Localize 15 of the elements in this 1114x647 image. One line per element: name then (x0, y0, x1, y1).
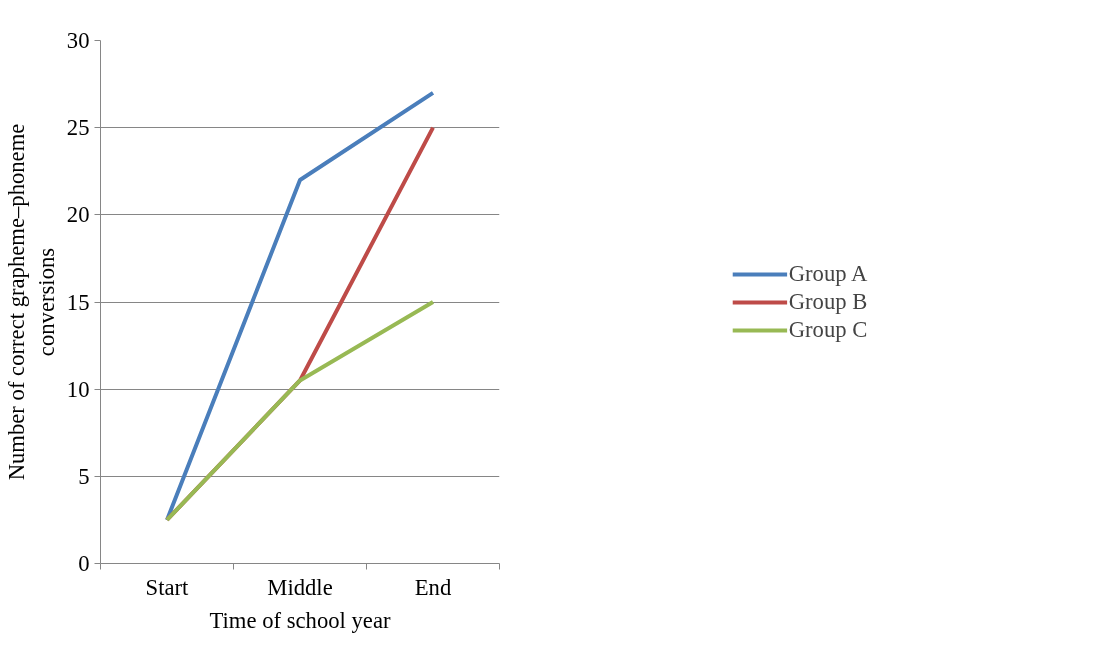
x-tick-label: End (414, 574, 452, 600)
y-tick-label: 0 (78, 551, 90, 576)
y-axis-title: Number of correct grapheme–phoneme conversions (3, 123, 59, 481)
y-tick-label: 30 (66, 28, 90, 53)
x-tick-label: Start (145, 574, 190, 600)
legend-label: Group B (788, 288, 868, 315)
y-tick-label: 10 (66, 376, 90, 402)
y-tick-label: 25 (66, 115, 90, 141)
y-tick-label: 20 (66, 202, 90, 228)
y-tick-label: 15 (66, 289, 90, 315)
legend-label: Group A (788, 260, 868, 287)
x-axis-title: Time of school year (209, 607, 391, 633)
x-tick-label: Middle (267, 574, 333, 600)
y-tick-label: 5 (78, 463, 90, 489)
legend-label: Group C (788, 316, 868, 343)
